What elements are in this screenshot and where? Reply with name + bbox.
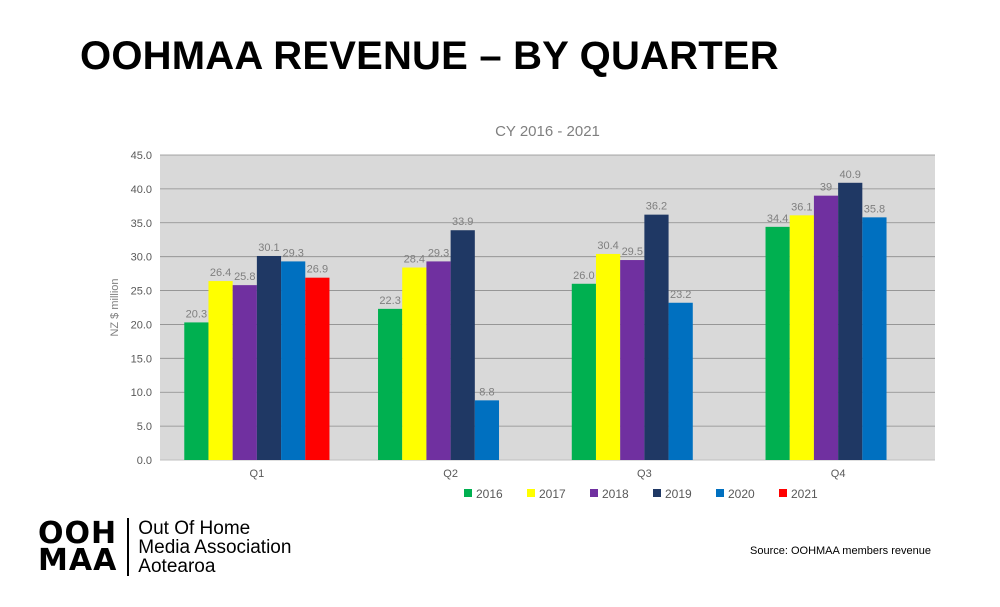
x-tick-label: Q4 <box>831 468 846 480</box>
data-label: 26.0 <box>573 270 594 282</box>
y-tick-label: 35.0 <box>131 218 152 230</box>
bar-2017-Q2 <box>402 267 427 460</box>
oohmaa-logo: OOH MAA Out Of Home Media Association Ao… <box>38 518 291 576</box>
logo-text-line3: Aotearoa <box>138 555 216 577</box>
y-tick-label: 25.0 <box>131 286 152 298</box>
logo-text: Out Of Home Media Association Aotearoa <box>138 519 291 576</box>
bar-2019-Q1 <box>256 255 282 460</box>
slide-title: OOHMAA REVENUE – BY QUARTER <box>80 34 779 78</box>
data-label: 23.2 <box>670 289 691 301</box>
data-label: 25.8 <box>234 271 255 283</box>
bar-2017-Q1 <box>208 281 233 460</box>
y-tick-label: 30.0 <box>131 252 152 264</box>
data-label: 26.9 <box>307 264 328 276</box>
data-label: 29.3 <box>428 247 449 259</box>
x-tick-label: Q3 <box>637 468 652 480</box>
data-label: 36.2 <box>646 201 667 213</box>
data-label: 28.4 <box>404 254 425 266</box>
data-label: 30.4 <box>597 240 618 252</box>
logo-divider <box>127 518 130 576</box>
legend-label-2021: 2021 <box>791 487 818 501</box>
bar-2017-Q3 <box>595 253 621 460</box>
logo-mark-line2: MAA <box>38 543 118 578</box>
data-label: 8.8 <box>479 386 494 398</box>
bar-2019-Q4 <box>838 182 863 461</box>
legend-label-2016: 2016 <box>476 487 503 501</box>
data-label: 39 <box>820 182 832 194</box>
y-tick-label: 40.0 <box>131 184 152 196</box>
logo-mark-line1: OOH <box>38 516 118 551</box>
data-label: 20.3 <box>186 308 207 320</box>
bar-2018-Q1 <box>232 285 257 460</box>
data-label: 29.3 <box>282 247 303 259</box>
data-label: 36.1 <box>791 201 812 213</box>
data-label: 26.4 <box>210 267 231 279</box>
logo-text-line1: Out Of Home <box>138 517 251 539</box>
x-tick-label: Q1 <box>250 468 265 480</box>
y-tick-label: 0.0 <box>137 455 152 467</box>
data-label: 30.1 <box>258 242 279 254</box>
y-tick-label: 45.0 <box>131 150 152 162</box>
bar-2019-Q2 <box>450 230 475 460</box>
data-label: 40.9 <box>840 169 861 181</box>
x-tick-label: Q2 <box>443 468 458 480</box>
bar-2020-Q3 <box>668 302 693 460</box>
legend-swatch-2021 <box>779 489 787 497</box>
bar-2018-Q4 <box>813 195 839 460</box>
logo-text-line2: Media Association <box>138 536 292 558</box>
legend-swatch-2019 <box>653 489 661 497</box>
bar-2020-Q2 <box>474 400 500 460</box>
bar-2021-Q1 <box>305 277 330 460</box>
source-note: Source: OOHMAA members revenue <box>750 545 931 557</box>
data-label: 35.8 <box>864 203 885 215</box>
data-label: 33.9 <box>452 216 473 228</box>
logo-mark: OOH MAA <box>38 516 118 578</box>
bar-2017-Q4 <box>789 215 814 460</box>
legend-label-2019: 2019 <box>665 487 692 501</box>
bar-2020-Q4 <box>862 217 887 460</box>
data-label: 34.4 <box>767 213 788 225</box>
bar-2016-Q4 <box>765 226 790 460</box>
bar-2016-Q2 <box>378 308 403 460</box>
legend-swatch-2017 <box>527 489 535 497</box>
legend-label-2017: 2017 <box>539 487 566 501</box>
data-label: 29.5 <box>622 246 643 258</box>
legend-swatch-2018 <box>590 489 598 497</box>
y-tick-label: 20.0 <box>131 319 152 331</box>
legend-swatch-2020 <box>716 489 724 497</box>
bar-2020-Q1 <box>281 261 306 460</box>
bar-2019-Q3 <box>644 214 669 460</box>
y-tick-label: 10.0 <box>131 387 152 399</box>
bar-2016-Q3 <box>571 283 596 460</box>
legend-swatch-2016 <box>464 489 472 497</box>
bar-2016-Q1 <box>184 322 209 460</box>
y-tick-label: 5.0 <box>137 421 152 433</box>
data-label: 22.3 <box>379 295 400 307</box>
chart-title: CY 2016 - 2021 <box>495 123 600 140</box>
y-axis-label: NZ $ million <box>109 278 121 336</box>
y-tick-label: 15.0 <box>131 353 152 365</box>
bar-2018-Q3 <box>620 260 645 460</box>
bar-2018-Q2 <box>426 261 451 460</box>
legend-label-2020: 2020 <box>728 487 755 501</box>
legend-label-2018: 2018 <box>602 487 629 501</box>
